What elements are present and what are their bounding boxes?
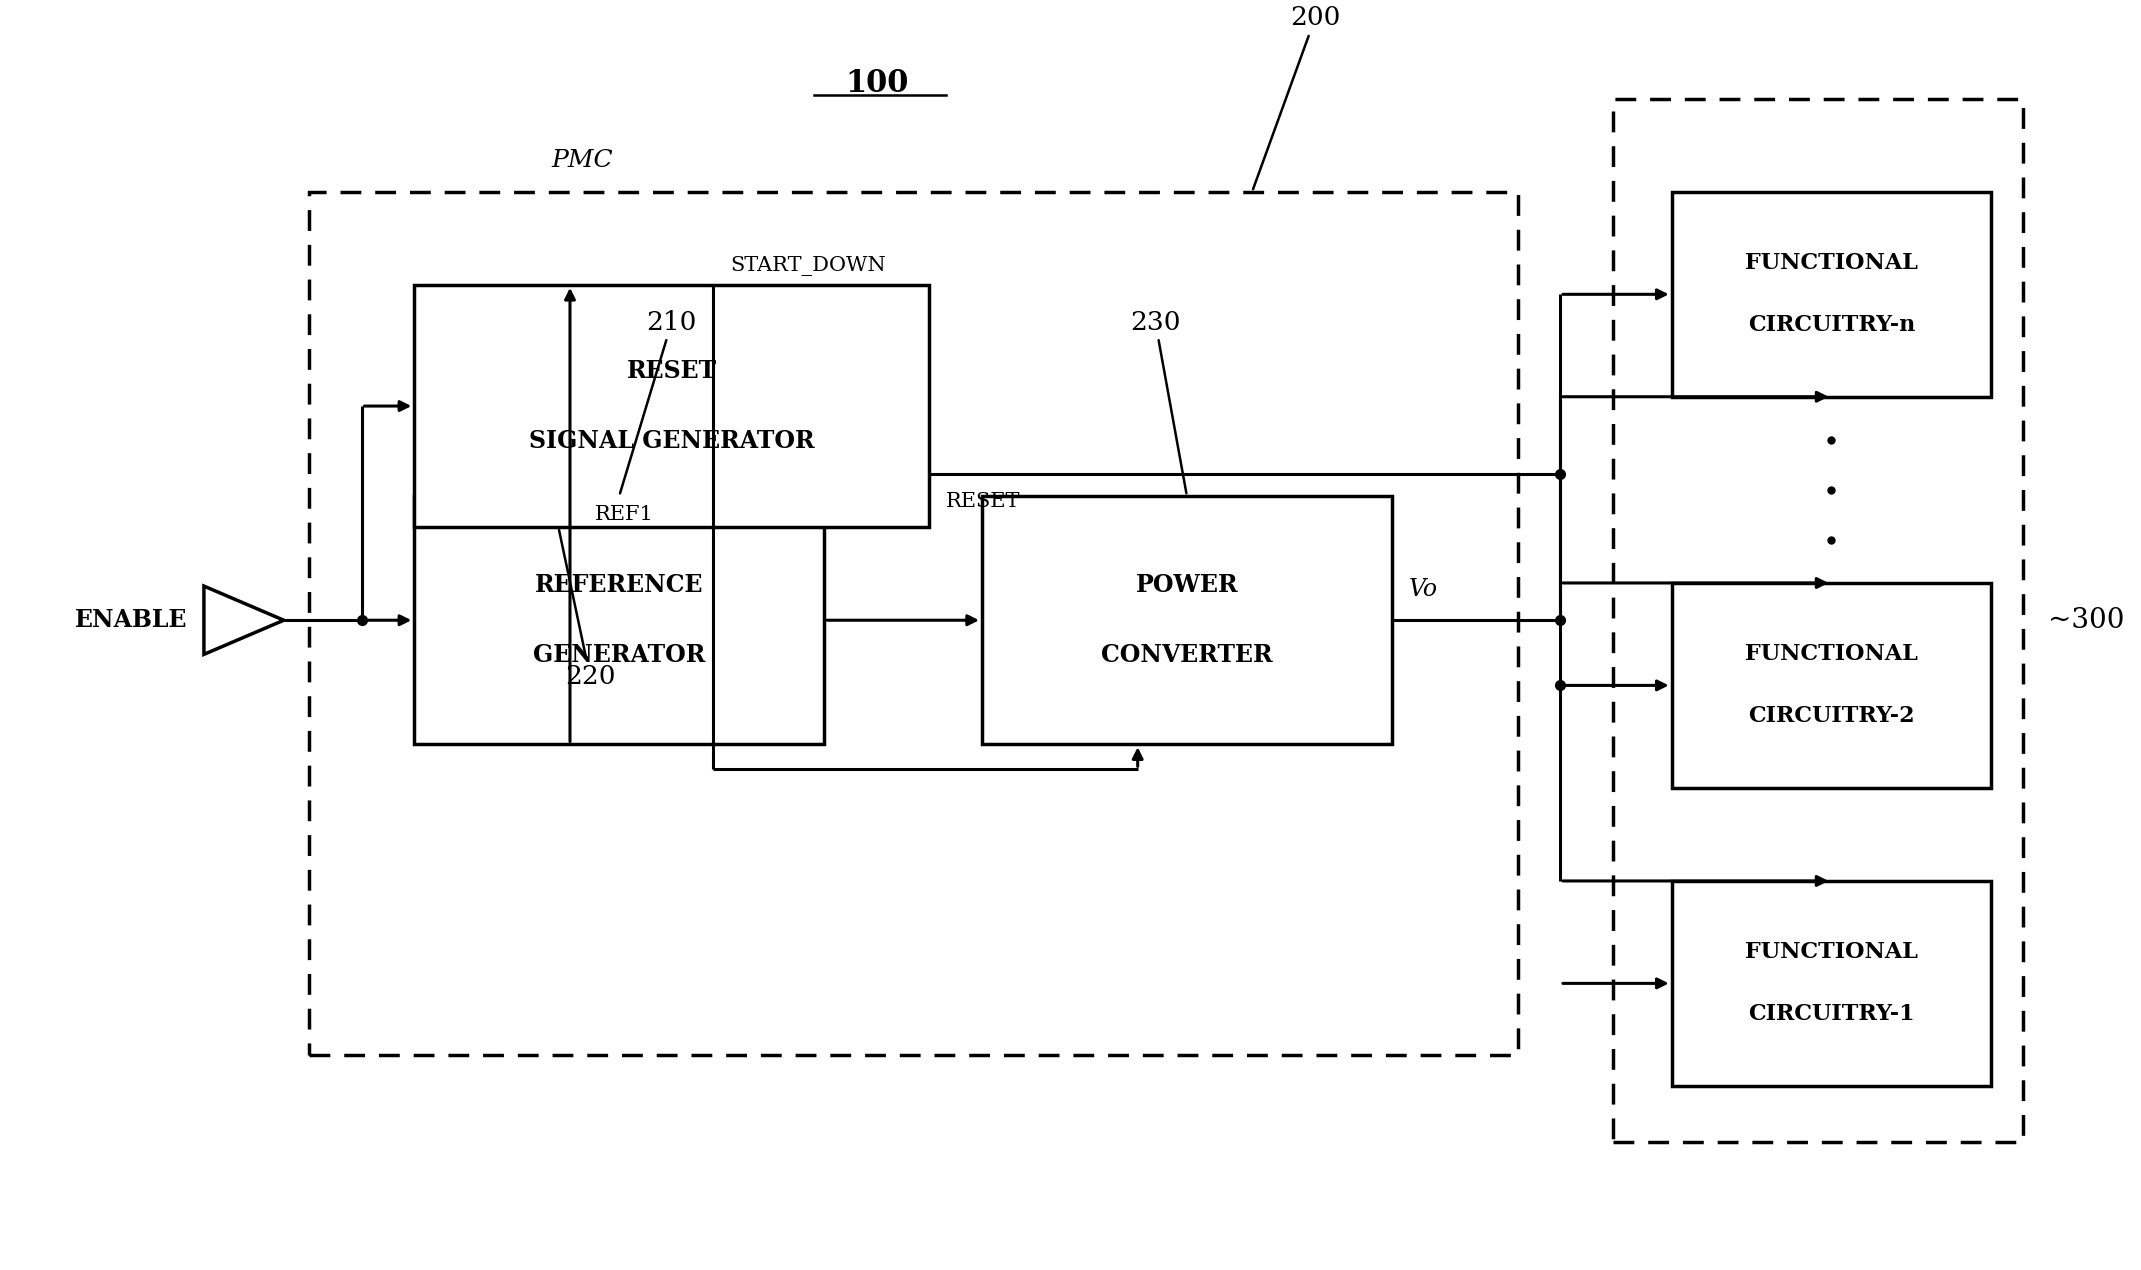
Bar	[1672, 192, 1991, 396]
Text: ENABLE: ENABLE	[75, 608, 186, 632]
Text: CIRCUITRY-n: CIRCUITRY-n	[1747, 315, 1914, 337]
Text: FUNCTIONAL: FUNCTIONAL	[1745, 941, 1918, 964]
Text: 100: 100	[846, 69, 908, 99]
Bar	[983, 497, 1392, 744]
Text: CONVERTER: CONVERTER	[1100, 643, 1272, 667]
Text: REF1: REF1	[595, 505, 655, 525]
Bar	[413, 497, 824, 744]
Text: PMC: PMC	[552, 150, 612, 173]
Text: CIRCUITRY-2: CIRCUITRY-2	[1747, 705, 1914, 728]
Text: Vo: Vo	[1409, 578, 1439, 601]
Text: 210: 210	[621, 310, 698, 494]
Text: FUNCTIONAL: FUNCTIONAL	[1745, 644, 1918, 665]
Text: FUNCTIONAL: FUNCTIONAL	[1745, 253, 1918, 274]
Text: POWER: POWER	[1135, 574, 1237, 597]
Text: RESET: RESET	[627, 359, 717, 384]
Bar	[308, 192, 1518, 1055]
Text: REFERENCE: REFERENCE	[535, 574, 704, 597]
Text: 230: 230	[1130, 310, 1186, 493]
Bar	[1612, 99, 2023, 1142]
Text: GENERATOR: GENERATOR	[533, 643, 704, 667]
Text: CIRCUITRY-1: CIRCUITRY-1	[1747, 1003, 1914, 1025]
Bar	[1672, 881, 1991, 1086]
Text: RESET: RESET	[946, 493, 1021, 511]
Text: 200: 200	[1252, 5, 1340, 189]
Text: SIGNAL GENERATOR: SIGNAL GENERATOR	[529, 429, 814, 453]
Bar	[1672, 583, 1991, 787]
Bar	[413, 284, 929, 527]
Text: START_DOWN: START_DOWN	[730, 257, 886, 277]
Text: 220: 220	[559, 530, 614, 688]
Text: ~300: ~300	[2049, 607, 2124, 634]
